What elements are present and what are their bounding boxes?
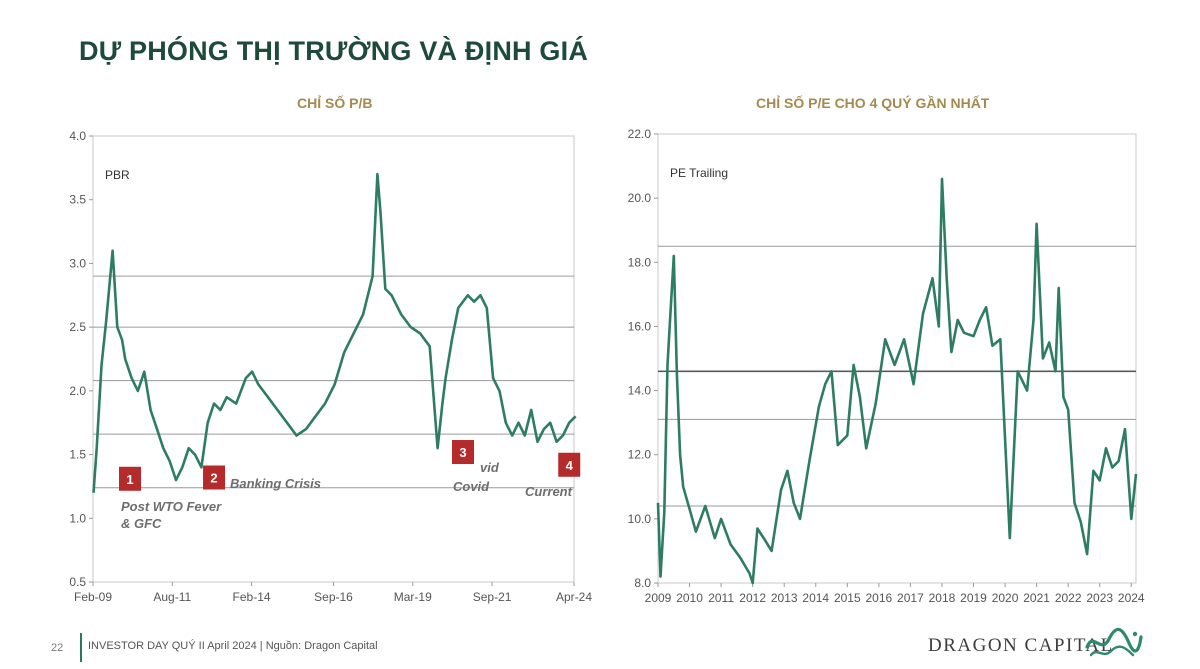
event-marker [558, 452, 581, 477]
legend-label: PE Trailing [670, 166, 728, 180]
x-tick-label: 2020 [992, 591, 1019, 605]
x-tick-label: 2017 [897, 591, 924, 605]
dragon-logo-icon [1085, 627, 1143, 657]
y-tick-label: 4.0 [69, 129, 86, 143]
y-tick-label: 2.5 [69, 320, 86, 334]
x-tick-label: 2010 [676, 591, 703, 605]
footer: 22 INVESTOR DAY QUÝ II April 2024 | Nguồ… [0, 627, 1200, 662]
event-marker-number: 1 [126, 472, 133, 487]
pe-chart-title: CHỈ SỐ P/E CHO 4 QUÝ GẦN NHẤT [756, 95, 990, 111]
x-tick-label: Feb-09 [74, 590, 112, 604]
series-line [92, 172, 577, 493]
series-line [656, 177, 1138, 585]
y-tick-label: 18.0 [628, 255, 652, 269]
footer-divider [80, 633, 82, 662]
y-tick-label: 14.0 [628, 384, 652, 398]
x-tick-label: 2012 [739, 591, 766, 605]
event-label-fragment: vid [480, 460, 500, 475]
x-tick-label: Sep-21 [473, 590, 512, 604]
event-marker [119, 466, 141, 491]
y-tick-label: 3.0 [69, 256, 86, 270]
x-tick-label: 2018 [929, 591, 956, 605]
x-tick-label: 2019 [960, 591, 987, 605]
y-tick-label: 12.0 [628, 448, 652, 462]
y-tick-label: 2.0 [69, 384, 86, 398]
x-tick-label: 2013 [771, 591, 798, 605]
plot-area-frame [657, 133, 1137, 584]
x-tick-label: 2021 [1023, 591, 1050, 605]
x-tick-label: 2014 [802, 591, 829, 605]
x-tick-label: 2022 [1055, 591, 1082, 605]
x-tick-label: 2009 [645, 591, 672, 605]
event-marker-number: 4 [566, 458, 574, 473]
event-marker-number: 2 [210, 471, 217, 486]
x-tick-label: 2011 [708, 591, 734, 605]
x-tick-label: Feb-14 [233, 590, 271, 604]
x-tick-label: 2015 [834, 591, 861, 605]
y-tick-label: 10.0 [628, 512, 652, 526]
event-label: Covid [453, 479, 490, 494]
x-tick-label: Aug-11 [153, 590, 191, 604]
x-tick-label: 2023 [1086, 591, 1113, 605]
pb-chart-title: CHỈ SỐ P/B [297, 95, 373, 111]
legend-label: PBR [105, 168, 130, 182]
y-tick-label: 1.5 [69, 448, 86, 462]
event-label: Banking Crisis [230, 476, 321, 491]
event-label: & GFC [121, 516, 162, 531]
y-tick-label: 8.0 [634, 576, 651, 590]
brand-name: DRAGON CAPITAL [928, 635, 1114, 656]
x-tick-label: 2016 [866, 591, 893, 605]
y-tick-label: 0.5 [69, 575, 86, 589]
y-tick-label: 1.0 [69, 511, 86, 525]
y-tick-label: 16.0 [628, 319, 652, 333]
y-tick-label: 20.0 [628, 191, 652, 205]
event-marker [203, 465, 226, 490]
event-marker-number: 3 [459, 445, 466, 460]
x-tick-label: Mar-19 [394, 590, 432, 604]
x-tick-label: Sep-16 [314, 590, 353, 604]
y-tick-label: 3.5 [69, 193, 86, 207]
page-title: DỰ PHÓNG THỊ TRƯỜNG VÀ ĐỊNH GIÁ [79, 36, 589, 66]
x-tick-label: Apr-24 [556, 590, 592, 604]
event-label: Current [525, 484, 573, 499]
footer-source: INVESTOR DAY QUÝ II April 2024 | Nguồn: … [88, 640, 378, 652]
x-tick-label: 2024 [1118, 591, 1145, 605]
y-tick-label: 22.0 [628, 127, 652, 141]
event-marker [452, 440, 474, 465]
page-number: 22 [51, 642, 64, 654]
event-label: Post WTO Fever [121, 499, 222, 514]
